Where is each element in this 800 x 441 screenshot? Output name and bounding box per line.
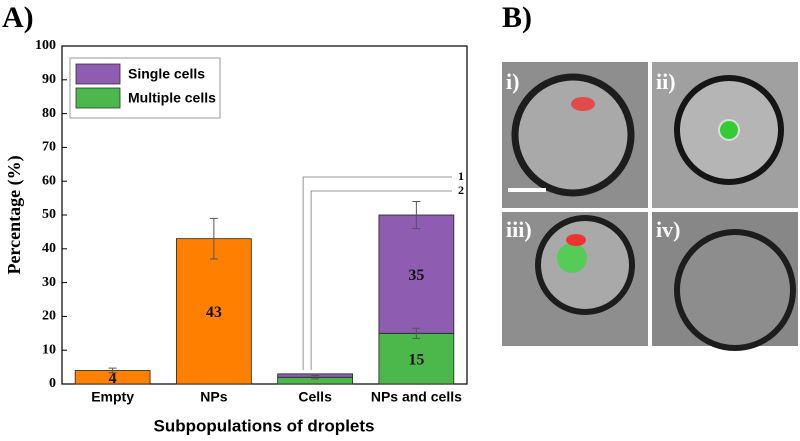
error-bar bbox=[311, 375, 320, 380]
data-label: 43 bbox=[206, 304, 222, 321]
np bbox=[571, 97, 595, 111]
error-bar bbox=[412, 327, 421, 339]
data-label: 35 bbox=[408, 267, 424, 284]
y-tick-label: 50 bbox=[42, 207, 56, 222]
image-label: iv) bbox=[656, 217, 680, 242]
droplet bbox=[674, 229, 796, 351]
y-tick-label: 20 bbox=[42, 309, 56, 324]
cell bbox=[557, 243, 587, 273]
y-tick-label: 70 bbox=[42, 140, 56, 155]
np bbox=[566, 234, 586, 246]
cell bbox=[718, 119, 740, 141]
droplet bbox=[511, 73, 635, 197]
annotation-line bbox=[310, 190, 452, 370]
annotation-line bbox=[302, 176, 452, 370]
error-bar bbox=[412, 200, 421, 230]
error-bar bbox=[108, 367, 117, 374]
image-label: iii) bbox=[506, 217, 532, 242]
y-tick-label: 80 bbox=[42, 106, 56, 121]
error-bar bbox=[209, 217, 218, 260]
bar-segment bbox=[176, 238, 252, 385]
x-tick-label: NPs bbox=[200, 389, 227, 405]
y-tick-label: 90 bbox=[42, 72, 56, 87]
y-axis-label: Percentage (%) bbox=[4, 155, 25, 274]
legend-label: Multiple cells bbox=[128, 90, 216, 106]
x-axis-label: Subpopulations of droplets bbox=[154, 416, 375, 435]
y-tick-label: 30 bbox=[42, 275, 56, 290]
y-tick-label: 40 bbox=[42, 241, 56, 256]
micrographs: i) ii) iii) iv) bbox=[502, 62, 798, 351]
x-tick-label: NPs and cells bbox=[371, 389, 462, 405]
annotation: 2 bbox=[458, 183, 464, 197]
bar-segment bbox=[378, 332, 455, 385]
x-tick-label: Empty bbox=[91, 389, 134, 405]
image-label: ii) bbox=[656, 69, 676, 94]
legend-swatch bbox=[75, 63, 121, 85]
data-label: 4 bbox=[109, 370, 117, 387]
y-tick-label: 100 bbox=[35, 38, 56, 53]
y-tick-label: 10 bbox=[42, 342, 56, 357]
image-label: i) bbox=[506, 69, 519, 94]
data-label: 15 bbox=[408, 351, 424, 368]
legend-label: Single cells bbox=[128, 66, 205, 82]
annotation: 1 bbox=[458, 169, 464, 183]
y-tick-label: 0 bbox=[49, 376, 56, 391]
legend-swatch bbox=[75, 87, 121, 109]
panel-label: A) bbox=[2, 1, 34, 34]
x-tick-label: Cells bbox=[298, 389, 332, 405]
y-tick-label: 60 bbox=[42, 173, 56, 188]
panel-label: B) bbox=[502, 1, 532, 34]
